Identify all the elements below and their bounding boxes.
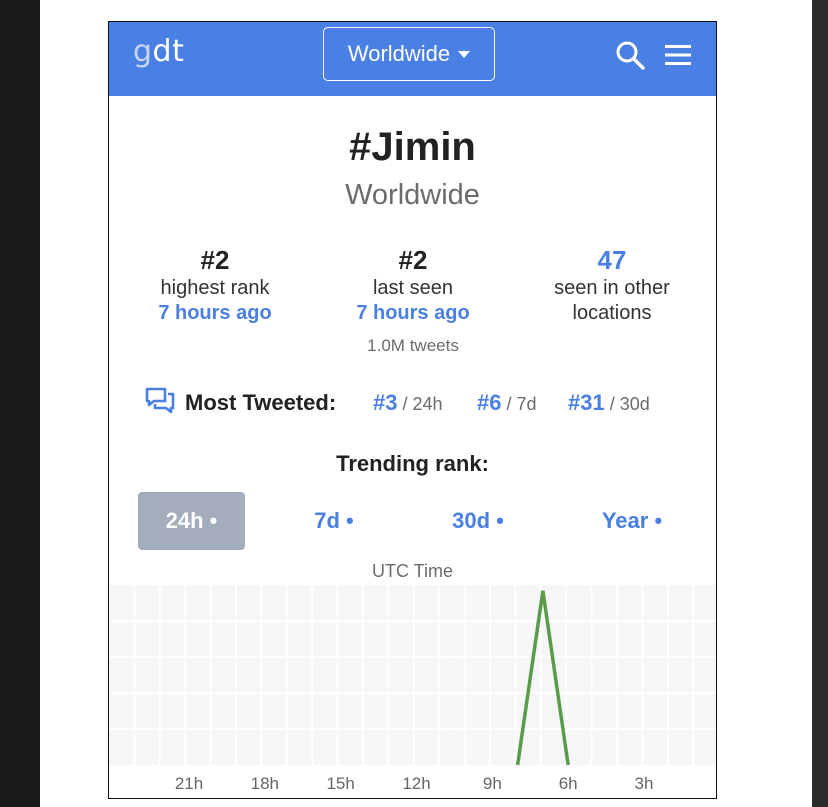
x-tick-label: 18h: [251, 774, 279, 793]
tab-7d[interactable]: 7d •: [314, 508, 354, 533]
location-dropdown-label: Worldwide: [347, 41, 451, 66]
logo-prefix: g: [133, 34, 153, 69]
trending-rank-title: Trending rank:: [336, 451, 489, 476]
stat-time-link[interactable]: 7 hours ago: [356, 302, 470, 324]
rank-period: / 7d: [501, 394, 537, 414]
stat-last-seen: #2 last seen 7 hours ago 1.0M tweets: [313, 244, 513, 356]
rank-value[interactable]: #6: [477, 390, 502, 415]
stat-value[interactable]: 47: [597, 245, 627, 275]
hamburger-menu-icon[interactable]: [663, 41, 693, 69]
x-tick-label: 12h: [402, 774, 430, 793]
navbar: gdt Worldwide: [109, 22, 716, 96]
series-line: [515, 590, 570, 766]
stat-label: last seen: [372, 277, 454, 299]
left-dark-edge: [0, 0, 40, 807]
location-dropdown-button[interactable]: Worldwide: [323, 27, 495, 81]
stat-label: highest rank: [160, 277, 270, 299]
most-tweeted-24h[interactable]: #3 / 24h: [373, 390, 443, 416]
right-dark-edge: [812, 0, 828, 807]
rank-period: / 30d: [604, 394, 650, 414]
stat-time-link[interactable]: 7 hours ago: [158, 302, 272, 324]
rank-value[interactable]: #3: [373, 390, 398, 415]
chat-bubbles-icon: [145, 386, 175, 416]
most-tweeted-7d[interactable]: #6 / 7d: [477, 390, 537, 416]
chart-plot-area: [109, 585, 716, 765]
x-tick-label: 15h: [326, 774, 354, 793]
rank-period: / 24h: [397, 394, 443, 414]
stat-value: #2: [398, 245, 428, 275]
stat-label-line1: seen in other: [554, 277, 670, 299]
tab-24h[interactable]: 24h •: [138, 492, 245, 550]
x-tick-label: 21h: [175, 774, 203, 793]
x-tick-label: 9h: [483, 774, 502, 793]
tab-30d[interactable]: 30d •: [452, 508, 504, 533]
hashtag-location: Worldwide: [345, 179, 480, 211]
caret-down-icon: [458, 50, 471, 58]
logo[interactable]: gdt: [133, 34, 184, 69]
x-tick-label: 6h: [559, 774, 578, 793]
rank-value[interactable]: #31: [568, 390, 605, 415]
app-viewport: gdt Worldwide #Jimin Worldwide #2 highes…: [108, 21, 717, 799]
trending-rank-chart: 21h 18h 15h 12h 9h 6h 3h: [109, 585, 716, 793]
logo-suffix: dt: [152, 34, 185, 69]
stat-value: #2: [200, 245, 230, 275]
tweet-count: 1.0M tweets: [367, 336, 459, 355]
most-tweeted-label: Most Tweeted:: [185, 390, 337, 415]
x-tick-label: 3h: [635, 774, 654, 793]
search-icon[interactable]: [615, 40, 645, 70]
stat-label-line2: locations: [572, 302, 652, 324]
stat-highest-rank: #2 highest rank 7 hours ago: [115, 244, 315, 326]
tab-year[interactable]: Year •: [601, 508, 663, 533]
stat-other-locations[interactable]: 47 seen in other locations: [512, 244, 712, 326]
hashtag-title: #Jimin: [349, 125, 476, 169]
most-tweeted-30d[interactable]: #31 / 30d: [568, 390, 650, 416]
utc-time-label: UTC Time: [372, 561, 453, 581]
most-tweeted-row: Most Tweeted: #3 / 24h #6 / 7d #31 / 30d: [145, 384, 705, 424]
